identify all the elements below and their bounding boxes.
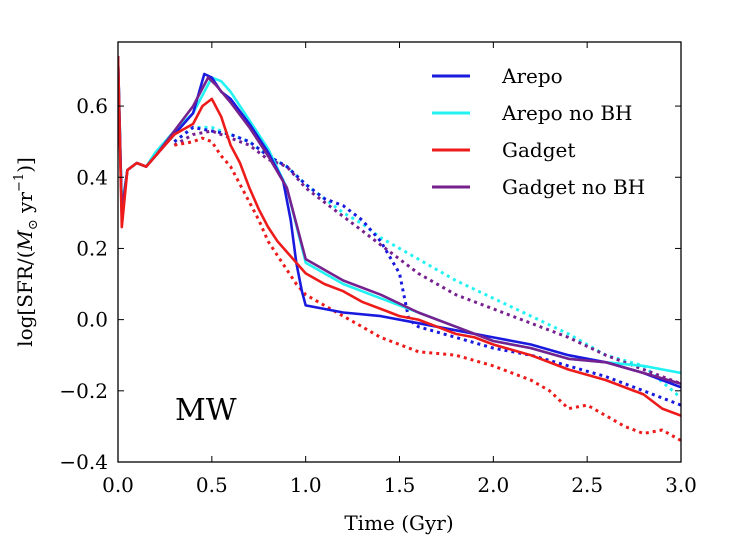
series-line-gadget-dotted: [174, 136, 681, 442]
legend: Arepo Arepo no BH Gadget Gadget no BH: [432, 64, 645, 199]
series-line-arepo-dotted: [173, 125, 681, 407]
legend-label: Gadget no BH: [502, 175, 645, 199]
x-tick-label: 2.5: [571, 473, 603, 497]
x-tick-label: 1.0: [290, 473, 322, 497]
x-tick-label: 0.5: [196, 473, 228, 497]
legend-label: Gadget: [502, 138, 575, 162]
y-tick-label: −0.2: [59, 379, 108, 403]
x-tick-label: 2.0: [477, 473, 509, 497]
series-layer: [118, 56, 681, 442]
legend-label: Arepo: [501, 64, 563, 88]
series-line-gadget-no-bh-dotted: [173, 129, 681, 386]
y-tick-label: 0.4: [76, 165, 108, 189]
series-line-gadget-solid: [118, 56, 681, 417]
series-line-arepo-no-bh-dotted: [173, 125, 681, 400]
y-tick-label: 0.0: [76, 308, 108, 332]
x-tick-label: 3.0: [665, 473, 697, 497]
x-axis-title: Time (Gyr): [344, 511, 453, 535]
axis-ticks: [117, 42, 682, 463]
legend-label: Arepo no BH: [501, 101, 632, 125]
y-tick-label: −0.4: [59, 450, 108, 474]
x-tick-label: 0.0: [102, 473, 134, 497]
y-tick-label: 0.2: [76, 236, 108, 260]
mw-annotation: MW: [175, 393, 237, 428]
x-tick-label: 1.5: [384, 473, 416, 497]
y-tick-label: 0.6: [76, 94, 108, 118]
y-axis-title: log[SFR/(M⊙ yr−1)]: [12, 157, 41, 347]
